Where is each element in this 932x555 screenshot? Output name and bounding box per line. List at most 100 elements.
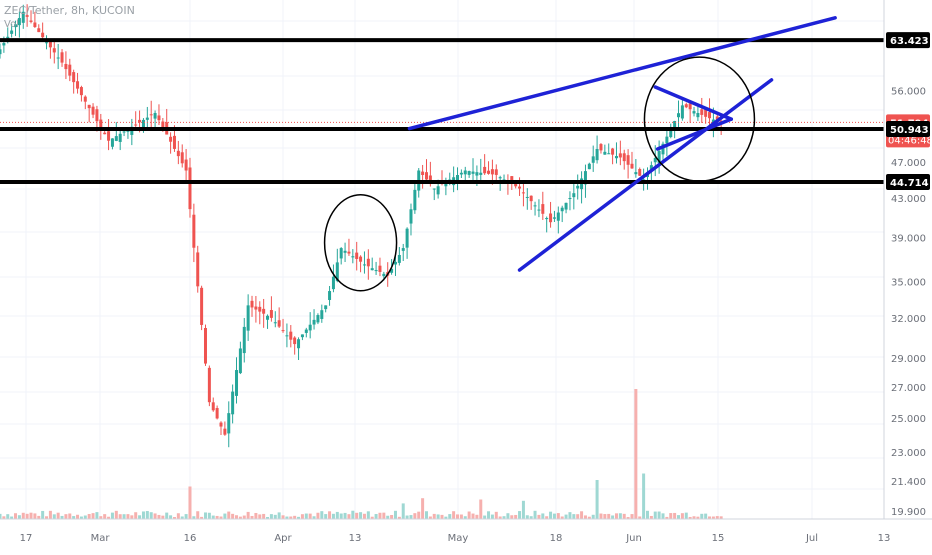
candle-body — [622, 153, 626, 162]
candle-body — [33, 22, 37, 28]
volume-bar — [382, 512, 386, 519]
volume-bar — [273, 514, 277, 519]
y-tick-label: 47.000 — [891, 158, 926, 169]
candle-body — [223, 428, 227, 435]
candle-body — [335, 262, 339, 282]
volume-bar — [312, 516, 316, 519]
y-tick-label: 29.000 — [891, 354, 926, 365]
volume-bar — [669, 513, 673, 519]
volume-bar — [692, 516, 696, 519]
volume-bar — [41, 510, 45, 519]
candle-body — [2, 43, 6, 46]
volume-bar — [432, 513, 436, 519]
volume-bar — [316, 512, 320, 519]
annotation-circle — [643, 56, 756, 182]
candle-body — [684, 104, 688, 108]
candle-body — [328, 291, 332, 300]
volume-bar — [471, 513, 475, 519]
volume-bar — [355, 512, 359, 519]
candle-body — [428, 175, 432, 185]
volume-bar — [498, 516, 502, 519]
volume-bar — [110, 512, 114, 519]
candle-body — [60, 52, 64, 63]
candle-body — [521, 192, 525, 194]
candle-body — [413, 189, 417, 211]
volume-bar — [211, 515, 215, 519]
candle-body — [537, 209, 541, 211]
volume-bar — [487, 511, 491, 519]
candle-body — [657, 150, 661, 164]
volume-bar — [242, 515, 246, 519]
volume-bar — [165, 512, 169, 519]
candle-body — [203, 327, 207, 364]
candle-body — [696, 113, 700, 118]
candle-body — [219, 422, 223, 427]
volume-bar — [556, 513, 560, 519]
volume-bar — [715, 516, 719, 519]
candle-body — [258, 306, 262, 312]
volume-bar — [436, 514, 440, 519]
volume-bar — [568, 512, 572, 519]
candle-body — [556, 212, 560, 221]
volume-bar — [618, 513, 622, 519]
volume-bar — [483, 515, 487, 519]
volume-bar — [661, 513, 665, 519]
candle-body — [281, 330, 285, 332]
volume-bar — [196, 511, 200, 519]
volume-bar — [587, 516, 591, 519]
candle-body — [107, 131, 111, 141]
volume-bar — [677, 515, 681, 519]
volume-bar — [572, 514, 576, 519]
candle-body — [649, 165, 653, 170]
volume-bar — [107, 516, 111, 519]
x-tick-label: 13 — [878, 533, 891, 544]
trendline — [407, 16, 837, 131]
volume-bar — [45, 516, 49, 519]
volume-bar — [153, 513, 157, 519]
candle-body — [669, 128, 673, 138]
volume-bar — [289, 516, 293, 519]
volume-bar — [386, 515, 390, 519]
volume-bar — [680, 513, 684, 519]
candle-body — [603, 151, 607, 155]
volume-bar — [68, 513, 72, 519]
volume-bar — [254, 512, 258, 519]
candle-body — [304, 329, 308, 333]
volume-bar — [518, 511, 522, 519]
volume-bar — [448, 514, 452, 519]
volume-bar — [76, 514, 80, 519]
candle-body — [269, 310, 273, 318]
candle-body — [545, 217, 549, 220]
volume-bar — [141, 511, 145, 519]
volume-bar — [490, 514, 494, 519]
volume-bar — [444, 516, 448, 519]
x-tick-label: Jun — [625, 533, 642, 544]
volume-bar — [545, 516, 549, 519]
candle-body — [41, 32, 45, 38]
volume-bar — [304, 513, 308, 519]
volume-bar — [700, 513, 704, 519]
candle-body — [215, 408, 219, 419]
volume-bar — [200, 516, 204, 519]
volume-bar — [630, 514, 634, 519]
volume-bar — [708, 516, 712, 519]
price-label-text: 44.714 — [890, 178, 929, 189]
candle-body — [316, 315, 320, 323]
volume-bar — [126, 514, 130, 519]
candle-body — [424, 172, 428, 180]
volume-bar — [14, 513, 18, 519]
volume-bar — [91, 513, 95, 519]
y-axis-panel — [884, 0, 932, 550]
volume-bar — [421, 498, 425, 519]
volume-bar — [262, 513, 266, 519]
candle-body — [114, 136, 118, 141]
price-label-text: 50.943 — [890, 125, 929, 136]
candle-body — [153, 112, 157, 119]
candle-body — [48, 41, 52, 48]
candle-body — [250, 300, 254, 308]
candle-body — [490, 169, 494, 175]
candle-body — [285, 335, 289, 337]
candle-body — [471, 171, 475, 174]
